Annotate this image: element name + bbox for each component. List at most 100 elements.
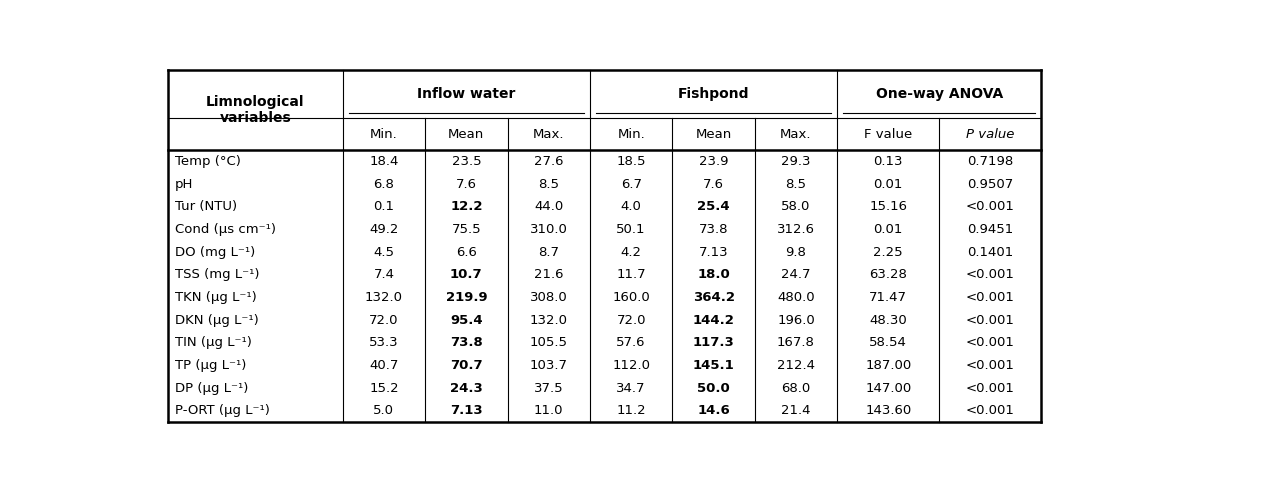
Text: Max.: Max.	[533, 128, 565, 141]
Text: 15.2: 15.2	[370, 382, 399, 394]
Text: 144.2: 144.2	[693, 314, 734, 327]
Text: 117.3: 117.3	[693, 337, 734, 349]
Text: 219.9: 219.9	[446, 291, 487, 304]
Text: 18.5: 18.5	[617, 155, 646, 168]
Text: 12.2: 12.2	[451, 201, 482, 213]
Text: 310.0: 310.0	[529, 223, 567, 236]
Text: 4.5: 4.5	[373, 246, 395, 259]
Text: <0.001: <0.001	[966, 201, 1015, 213]
Text: 24.7: 24.7	[781, 268, 810, 281]
Text: Max.: Max.	[780, 128, 812, 141]
Text: 160.0: 160.0	[613, 291, 649, 304]
Text: 44.0: 44.0	[534, 201, 563, 213]
Text: TP (μg L⁻¹): TP (μg L⁻¹)	[175, 359, 247, 372]
Text: <0.001: <0.001	[966, 314, 1015, 327]
Text: 14.6: 14.6	[698, 404, 730, 417]
Text: 7.4: 7.4	[373, 268, 395, 281]
Text: 40.7: 40.7	[370, 359, 399, 372]
Text: 143.60: 143.60	[865, 404, 912, 417]
Text: 4.2: 4.2	[620, 246, 642, 259]
Text: 0.13: 0.13	[874, 155, 903, 168]
Text: 103.7: 103.7	[529, 359, 567, 372]
Text: 50.0: 50.0	[698, 382, 730, 394]
Text: 112.0: 112.0	[613, 359, 651, 372]
Text: 48.30: 48.30	[870, 314, 908, 327]
Text: 58.54: 58.54	[870, 337, 908, 349]
Text: 6.7: 6.7	[620, 178, 642, 191]
Text: 0.01: 0.01	[874, 178, 903, 191]
Text: 25.4: 25.4	[698, 201, 730, 213]
Text: 71.47: 71.47	[870, 291, 908, 304]
Text: TKN (μg L⁻¹): TKN (μg L⁻¹)	[175, 291, 257, 304]
Text: Min.: Min.	[618, 128, 646, 141]
Text: 2.25: 2.25	[874, 246, 903, 259]
Text: DKN (μg L⁻¹): DKN (μg L⁻¹)	[175, 314, 258, 327]
Text: Inflow water: Inflow water	[417, 87, 515, 101]
Text: P-ORT (μg L⁻¹): P-ORT (μg L⁻¹)	[175, 404, 270, 417]
Text: Mean: Mean	[448, 128, 485, 141]
Text: <0.001: <0.001	[966, 359, 1015, 372]
Text: DO (mg L⁻¹): DO (mg L⁻¹)	[175, 246, 256, 259]
Text: 8.7: 8.7	[538, 246, 560, 259]
Text: TIN (μg L⁻¹): TIN (μg L⁻¹)	[175, 337, 252, 349]
Text: 23.5: 23.5	[452, 155, 481, 168]
Text: 187.00: 187.00	[865, 359, 912, 372]
Text: 23.9: 23.9	[699, 155, 728, 168]
Text: 72.0: 72.0	[370, 314, 399, 327]
Text: 312.6: 312.6	[777, 223, 815, 236]
Text: 308.0: 308.0	[530, 291, 567, 304]
Text: 9.8: 9.8	[786, 246, 806, 259]
Text: 6.8: 6.8	[373, 178, 394, 191]
Text: 0.1: 0.1	[373, 201, 395, 213]
Text: 132.0: 132.0	[365, 291, 403, 304]
Text: <0.001: <0.001	[966, 404, 1015, 417]
Text: Cond (μs cm⁻¹): Cond (μs cm⁻¹)	[175, 223, 276, 236]
Text: 167.8: 167.8	[777, 337, 815, 349]
Text: <0.001: <0.001	[966, 382, 1015, 394]
Text: 7.13: 7.13	[699, 246, 728, 259]
Text: 7.6: 7.6	[703, 178, 724, 191]
Text: One-way ANOVA: One-way ANOVA	[876, 87, 1003, 101]
Text: Fishpond: Fishpond	[677, 87, 749, 101]
Text: 21.4: 21.4	[781, 404, 810, 417]
Text: Min.: Min.	[370, 128, 398, 141]
Text: 11.7: 11.7	[617, 268, 646, 281]
Text: 132.0: 132.0	[529, 314, 567, 327]
Text: Temp (°C): Temp (°C)	[175, 155, 241, 168]
Text: 27.6: 27.6	[534, 155, 563, 168]
Text: 37.5: 37.5	[534, 382, 563, 394]
Text: 6.6: 6.6	[456, 246, 477, 259]
Text: <0.001: <0.001	[966, 268, 1015, 281]
Text: TSS (mg L⁻¹): TSS (mg L⁻¹)	[175, 268, 260, 281]
Text: 7.6: 7.6	[456, 178, 477, 191]
Text: 0.9507: 0.9507	[967, 178, 1013, 191]
Text: 5.0: 5.0	[373, 404, 395, 417]
Text: 0.9451: 0.9451	[967, 223, 1013, 236]
Text: 4.0: 4.0	[620, 201, 642, 213]
Text: 364.2: 364.2	[693, 291, 734, 304]
Text: 8.5: 8.5	[538, 178, 560, 191]
Text: Mean: Mean	[695, 128, 732, 141]
Text: F value: F value	[865, 128, 913, 141]
Text: 73.8: 73.8	[699, 223, 728, 236]
Text: <0.001: <0.001	[966, 337, 1015, 349]
Text: 29.3: 29.3	[781, 155, 810, 168]
Text: 480.0: 480.0	[777, 291, 815, 304]
Text: 8.5: 8.5	[785, 178, 806, 191]
Text: 0.01: 0.01	[874, 223, 903, 236]
Text: 15.16: 15.16	[870, 201, 908, 213]
Text: 0.1401: 0.1401	[967, 246, 1013, 259]
Text: 11.0: 11.0	[534, 404, 563, 417]
Text: Tur (NTU): Tur (NTU)	[175, 201, 237, 213]
Text: 212.4: 212.4	[777, 359, 815, 372]
Text: 73.8: 73.8	[449, 337, 482, 349]
Text: 7.13: 7.13	[449, 404, 482, 417]
Text: 95.4: 95.4	[449, 314, 482, 327]
Text: 34.7: 34.7	[617, 382, 646, 394]
Text: 72.0: 72.0	[617, 314, 646, 327]
Text: 50.1: 50.1	[617, 223, 646, 236]
Text: 70.7: 70.7	[449, 359, 482, 372]
Text: 18.0: 18.0	[698, 268, 730, 281]
Text: 24.3: 24.3	[449, 382, 482, 394]
Text: 57.6: 57.6	[617, 337, 646, 349]
